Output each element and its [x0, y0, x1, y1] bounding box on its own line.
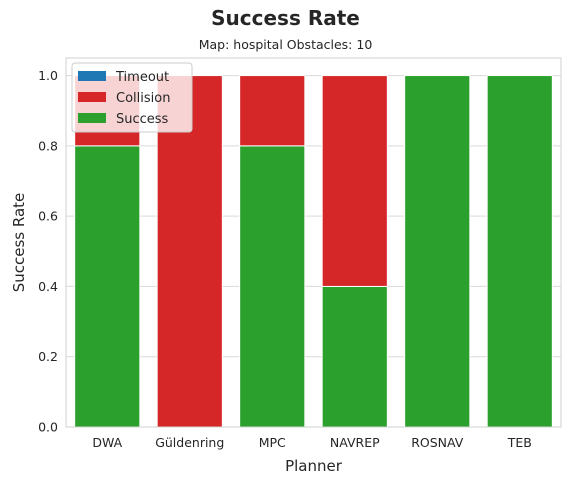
chart-title: Success Rate: [211, 6, 360, 30]
bar-success: [486, 75, 553, 428]
y-tick-label: 0.8: [38, 138, 58, 153]
x-axis-label: Planner: [285, 457, 343, 475]
plot-frame: [65, 57, 562, 428]
y-tick-label: 0.6: [38, 209, 58, 224]
x-tick-label: MPC: [259, 435, 286, 450]
bar-success: [321, 285, 388, 428]
x-tick-label: NAVREP: [330, 435, 380, 450]
legend-label-success: Success: [116, 112, 169, 127]
bars: [74, 75, 553, 428]
bar-collision: [156, 75, 223, 428]
bar-success: [404, 75, 471, 428]
legend: Timeout Collision Success: [71, 62, 193, 133]
legend-swatch-collision: [78, 92, 106, 102]
bar-collision: [321, 75, 388, 287]
y-tick-label: 1.0: [38, 68, 58, 83]
legend-swatch-timeout: [78, 71, 106, 81]
x-tick-label: DWA: [92, 435, 122, 450]
bar-success: [74, 145, 141, 428]
y-tick-label: 0.2: [38, 349, 58, 364]
bar-success: [239, 145, 306, 428]
y-tick-label: 0.0: [38, 420, 58, 435]
legend-label-timeout: Timeout: [115, 70, 169, 85]
x-tick-label: ROSNAV: [411, 435, 464, 450]
legend-label-collision: Collision: [116, 91, 170, 106]
x-tick-label: TEB: [507, 435, 532, 450]
x-tick-label: Güldenring: [155, 435, 224, 450]
y-axis-label: Success Rate: [10, 193, 28, 293]
y-tick-labels: 0.0 0.2 0.4 0.6 0.8 1.0: [38, 68, 58, 434]
legend-swatch-success: [78, 113, 106, 123]
bar-collision: [239, 75, 306, 147]
y-tick-label: 0.4: [38, 279, 58, 294]
chart-subtitle: Map: hospital Obstacles: 10: [198, 37, 373, 52]
x-tick-labels: DWA Güldenring MPC NAVREP ROSNAV TEB: [92, 435, 531, 450]
